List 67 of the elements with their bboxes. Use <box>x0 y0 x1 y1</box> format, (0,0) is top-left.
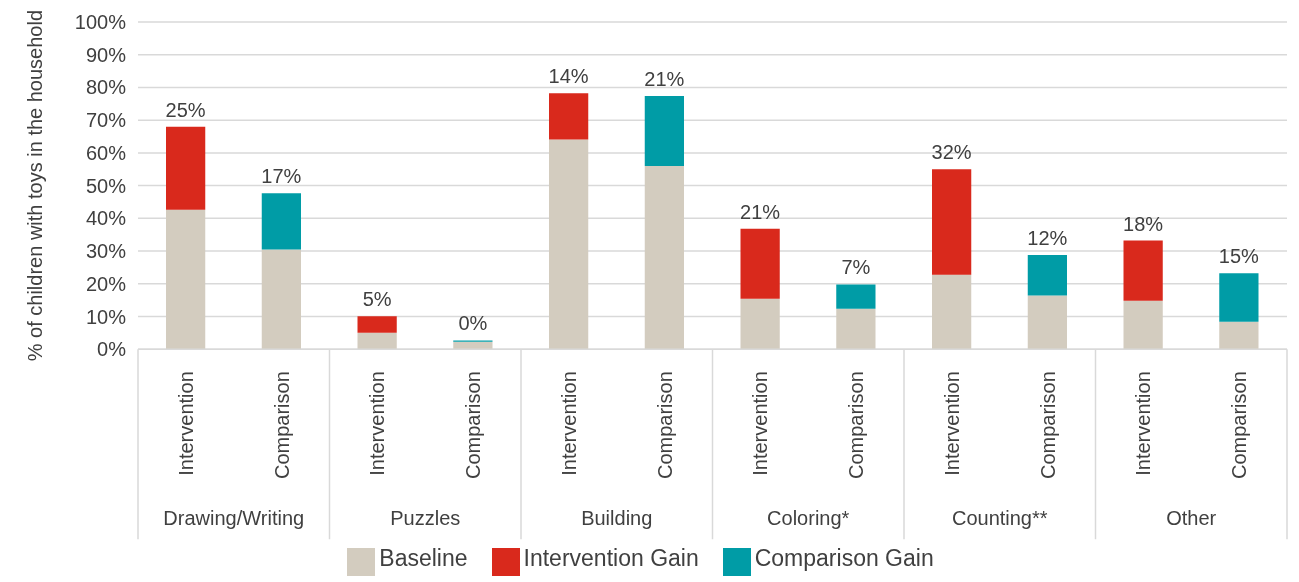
y-tick-label: 50% <box>85 174 127 197</box>
data-label: 14% <box>548 65 589 88</box>
bar <box>1219 273 1259 322</box>
bar <box>836 284 876 309</box>
text: Coloring* <box>767 507 850 530</box>
y-tick-label: 100% <box>74 11 127 33</box>
x-tick-label: Comparison <box>1228 371 1251 480</box>
data-label: 12% <box>1027 226 1068 249</box>
x-tick-label: Comparison <box>1036 371 1059 480</box>
x-tick-label: Intervention <box>940 371 963 476</box>
data-label: 18% <box>1123 212 1164 235</box>
bar <box>549 139 589 350</box>
y-tick-label: 80% <box>85 76 127 99</box>
text: Building <box>581 507 653 530</box>
bar <box>261 193 302 250</box>
bar <box>1123 240 1163 301</box>
legend-label: Comparison Gain <box>754 545 934 572</box>
x-tick-label: Intervention <box>174 371 197 476</box>
legend-label: Intervention Gain <box>523 545 699 572</box>
y-tick-label: 0% <box>97 338 127 361</box>
bar <box>932 274 972 350</box>
bar <box>357 332 397 350</box>
x-tick-label: Comparison <box>270 371 293 480</box>
bar <box>1027 295 1068 350</box>
y-axis-title: % of children with toys in the household <box>24 9 47 362</box>
bar <box>166 209 206 350</box>
text: Counting** <box>951 507 1048 530</box>
y-tick-label: 10% <box>85 305 127 328</box>
legend-label: Baseline <box>379 545 468 572</box>
text: Other <box>1166 507 1217 530</box>
data-label: 7% <box>841 256 871 279</box>
bar <box>740 298 780 350</box>
bar <box>549 93 589 140</box>
bar <box>836 308 876 350</box>
data-label: 15% <box>1218 245 1260 268</box>
x-tick-label: Intervention <box>749 371 772 476</box>
bar <box>644 95 685 166</box>
bar <box>932 169 972 275</box>
x-tick-label: Comparison <box>653 371 676 480</box>
bar <box>740 228 780 299</box>
data-label: 17% <box>261 165 302 188</box>
y-tick-label: 70% <box>85 109 127 132</box>
text: Drawing/Writing <box>163 507 305 530</box>
bar <box>261 249 302 350</box>
bar <box>1219 321 1259 350</box>
data-label: 5% <box>362 288 392 311</box>
data-label: 21% <box>644 67 685 90</box>
bar <box>644 165 685 350</box>
bar <box>1027 254 1068 296</box>
x-tick-label: Intervention <box>557 371 580 476</box>
y-tick-label: 60% <box>85 141 127 164</box>
y-tick-label: 90% <box>85 43 127 66</box>
text: Puzzles <box>390 507 461 530</box>
data-label: 0% <box>458 312 488 335</box>
y-tick-label: 20% <box>85 272 127 295</box>
x-tick-label: Comparison <box>845 371 868 480</box>
x-tick-label: Intervention <box>1132 371 1155 476</box>
bar <box>166 126 206 210</box>
bar <box>1123 300 1163 350</box>
y-tick-label: 30% <box>85 240 127 263</box>
data-label: 32% <box>931 141 972 164</box>
x-tick-label: Intervention <box>366 371 389 476</box>
data-label: 25% <box>165 98 206 121</box>
bar <box>357 316 397 333</box>
data-label: 21% <box>740 200 781 223</box>
y-tick-label: 40% <box>85 207 127 230</box>
x-tick-label: Comparison <box>462 371 485 480</box>
